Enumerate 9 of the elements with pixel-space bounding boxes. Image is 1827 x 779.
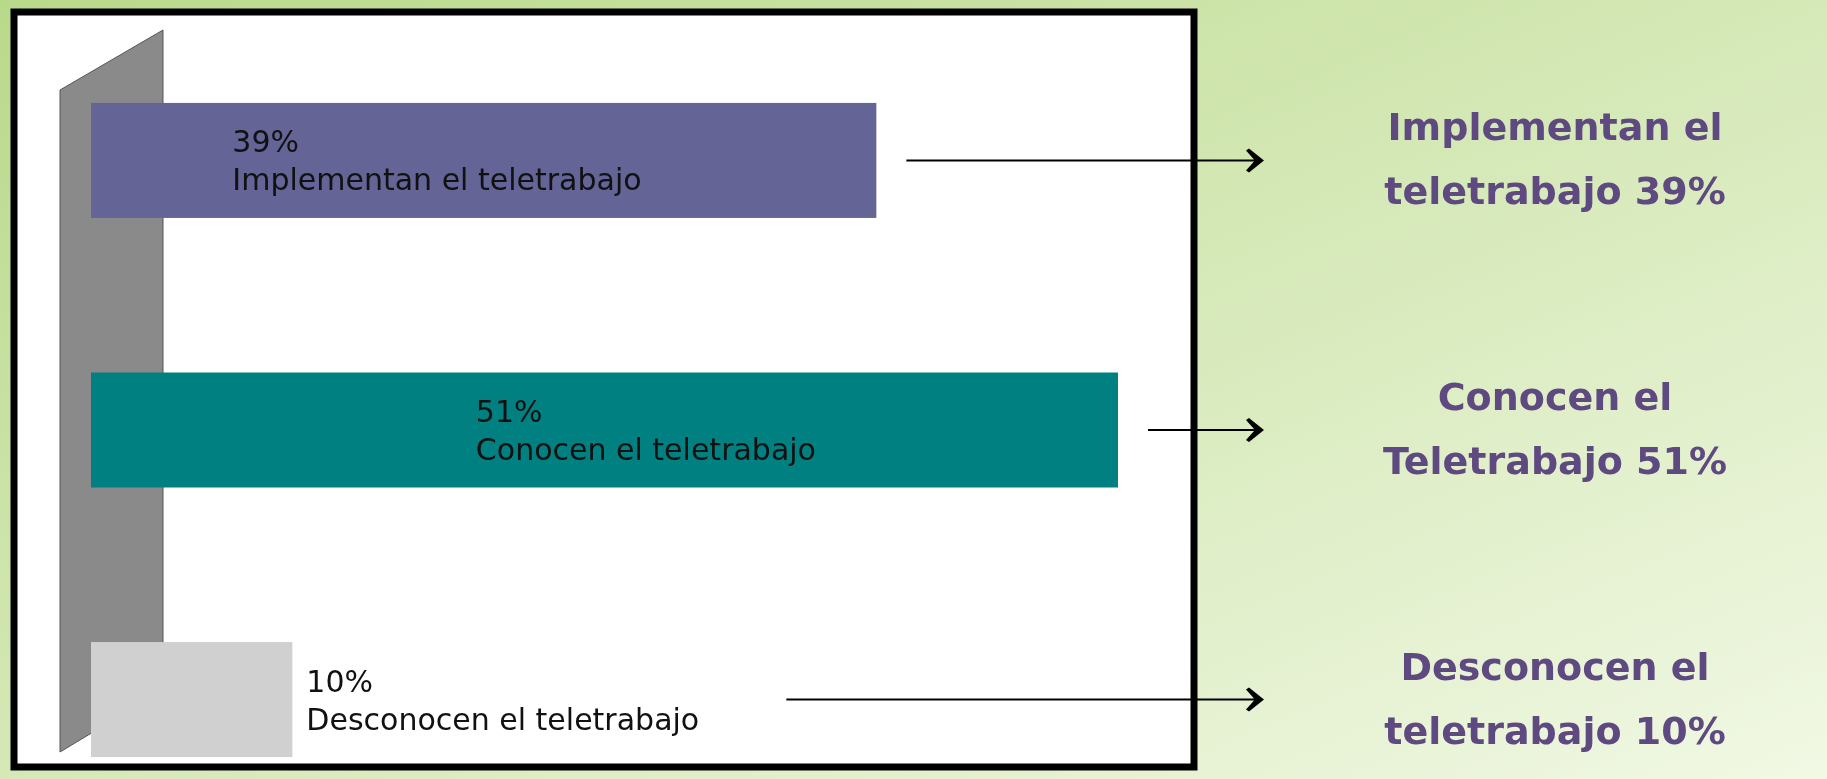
y-tick-label: Conocen el teletrabajo [475, 432, 816, 467]
y-tick-label: Implementan el teletrabajo [232, 162, 642, 198]
data-label: 51% [475, 394, 543, 429]
text: Desconocen el teletrabajo 10% [1384, 644, 1726, 753]
data-label: 10% [306, 663, 374, 699]
text: Implementan el teletrabajo 39% [1384, 105, 1726, 214]
text: Conocen el Teletrabajo 51% [1382, 375, 1728, 483]
y-tick-label: Desconocen el teletrabajo [306, 701, 700, 737]
data-label: 39% [232, 124, 300, 160]
